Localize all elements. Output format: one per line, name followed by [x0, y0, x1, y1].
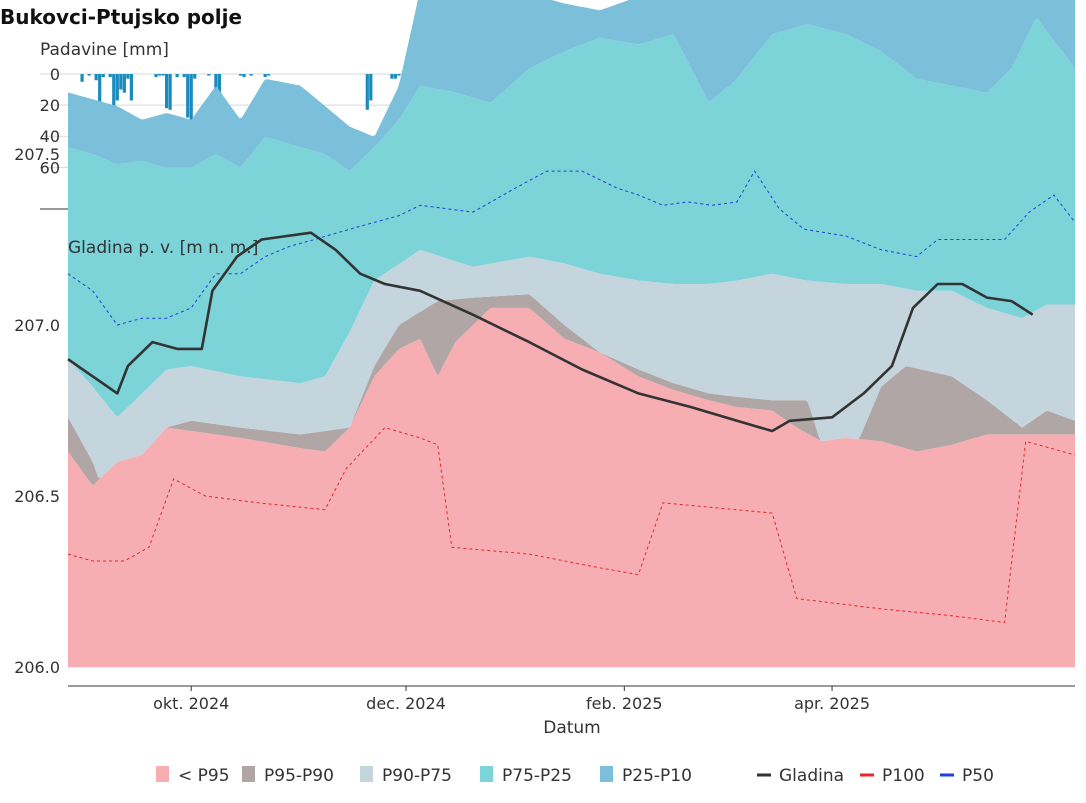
precip-bar	[182, 74, 186, 78]
legend-label: P25-P10	[622, 766, 692, 786]
legend-swatch	[600, 766, 613, 782]
gw-x-ticks: okt. 2024 dec. 2024 feb. 2025 apr. 2025	[153, 686, 870, 713]
band-lt-p95	[68, 307, 1075, 667]
precip-bar	[122, 74, 126, 93]
precip-bar	[217, 74, 222, 93]
precip-y-tick-label: 40	[40, 127, 60, 146]
band-p95-p90	[68, 294, 1075, 486]
gw-x-tick-label: apr. 2025	[794, 694, 870, 713]
precip-bar	[397, 74, 401, 76]
precip-bar	[214, 74, 218, 93]
precip-y-axis-label: Padavine [mm]	[40, 40, 169, 60]
precip-bar	[242, 74, 246, 78]
precip-bar	[115, 74, 119, 101]
precip-bar	[80, 74, 84, 82]
legend-label: P50	[962, 766, 994, 786]
precip-bar	[87, 74, 91, 76]
legend: < P95 P95-P90 P90-P75 P75-P25 P25-P10 Gladina…	[156, 766, 994, 786]
precip-bar	[365, 74, 369, 110]
band-p25-p10	[68, 0, 1075, 171]
precip-bar	[249, 74, 253, 76]
gw-x-axis-label: Datum	[543, 718, 601, 738]
precip-bar	[193, 74, 197, 79]
precip-bar	[94, 74, 98, 81]
precip-bar	[161, 74, 165, 76]
gw-y-tick-label: 207.5	[14, 145, 60, 164]
precip-y-tick-label: 0	[50, 65, 60, 84]
legend-label: P95-P90	[264, 766, 334, 786]
gw-lines	[67, 170, 1076, 624]
precip-bar	[168, 74, 172, 110]
precip-bar	[369, 74, 373, 101]
legend-swatch	[156, 766, 169, 782]
precip-bar	[126, 74, 130, 79]
legend-label: Gladina	[779, 766, 844, 786]
gladina-line	[67, 231, 1034, 433]
precip-bar	[108, 74, 112, 78]
precip-bar	[207, 74, 211, 76]
gw-x-tick-label: feb. 2025	[586, 694, 663, 713]
precip-y-tick-label: 60	[40, 158, 60, 177]
p50-line	[67, 170, 1076, 326]
precip-y-tick-label: 20	[40, 96, 60, 115]
precip-bar	[186, 74, 190, 118]
gw-y-tick-label: 207.0	[14, 316, 60, 335]
legend-label: P100	[882, 766, 925, 786]
band-p75-p25	[68, 18, 1075, 417]
precip-bar	[101, 74, 105, 78]
precip-bar	[129, 74, 133, 101]
precip-bar	[189, 74, 193, 132]
gw-percentile-bands	[68, 0, 1075, 667]
gw-y-axis-label: Gladina p. v. [m n. m.]	[68, 238, 258, 258]
precip-bar	[393, 74, 398, 79]
gw-y-tick-label: 206.0	[14, 658, 60, 677]
gw-x-tick-label: okt. 2024	[153, 694, 229, 713]
precip-bar	[119, 74, 123, 90]
p100-line	[67, 427, 1076, 624]
precip-bar	[154, 74, 158, 78]
precip-bar	[175, 74, 179, 78]
precip-bar	[267, 74, 271, 76]
precip-bar	[390, 74, 394, 79]
chart-title: Bukovci-Ptujsko polje	[0, 5, 242, 29]
legend-swatch	[480, 766, 493, 782]
precip-bar	[263, 74, 267, 78]
band-p90-p75	[68, 249, 1075, 478]
gw-y-tick-label: 206.5	[14, 487, 60, 506]
legend-label: P90-P75	[382, 766, 452, 786]
precip-bar	[164, 74, 169, 109]
precip-bar	[238, 74, 243, 76]
legend-swatch	[360, 766, 373, 782]
gw-x-tick-label: dec. 2024	[366, 694, 446, 713]
legend-label: < P95	[178, 766, 230, 786]
legend-label: P75-P25	[502, 766, 572, 786]
legend-swatch	[242, 766, 255, 782]
precip-bar	[157, 74, 162, 76]
precip-y-ticks: 0 20 40 60	[40, 65, 60, 177]
